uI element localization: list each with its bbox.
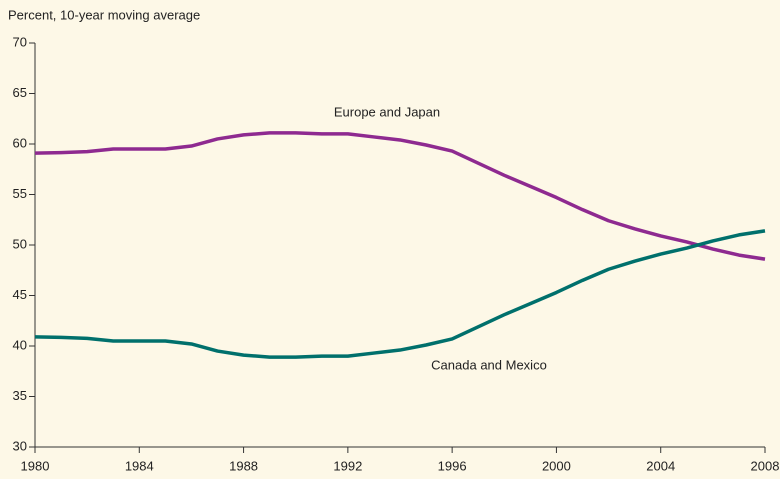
series-label: Europe and Japan — [334, 104, 440, 119]
y-tick-label: 65 — [13, 85, 27, 100]
x-tick-label: 1980 — [21, 458, 50, 473]
series-line — [34, 131, 766, 261]
x-tick-label: 2000 — [542, 458, 571, 473]
x-tick-label: 2008 — [751, 458, 780, 473]
x-tick-label: 2004 — [646, 458, 675, 473]
x-tick-label: 1988 — [229, 458, 258, 473]
series-line — [34, 229, 766, 359]
x-tick-label: 1992 — [333, 458, 362, 473]
y-axis-label: Percent, 10-year moving average — [8, 7, 200, 22]
y-tick-label: 35 — [13, 388, 27, 403]
y-tick-label: 50 — [13, 236, 27, 251]
y-tick-label: 45 — [13, 287, 27, 302]
y-tick-label: 55 — [13, 186, 27, 201]
y-tick-label: 40 — [13, 337, 27, 352]
y-tick-label: 30 — [13, 438, 27, 453]
series-label: Canada and Mexico — [431, 357, 547, 372]
x-tick-label: 1984 — [125, 458, 154, 473]
y-tick-label: 70 — [13, 34, 27, 49]
x-tick-label: 1996 — [438, 458, 467, 473]
y-tick-label: 60 — [13, 135, 27, 150]
